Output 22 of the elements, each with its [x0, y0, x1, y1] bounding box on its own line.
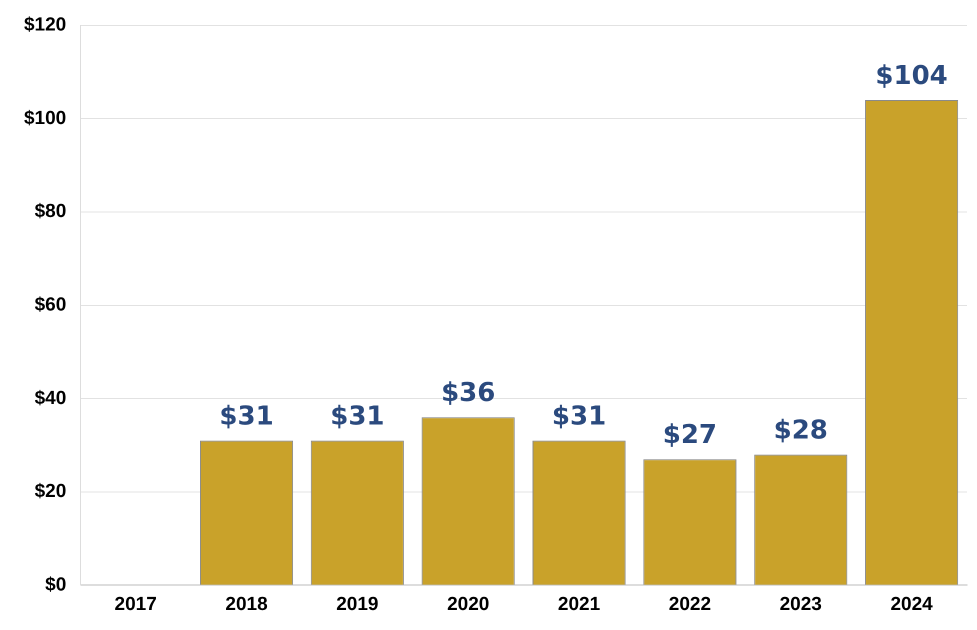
data-label: $28	[774, 415, 828, 446]
x-tick-label: 2019	[336, 594, 379, 615]
x-tick-label: 2022	[668, 594, 712, 615]
y-tick-label: $20	[34, 481, 66, 502]
y-tick-label: $120	[24, 14, 66, 36]
y-tick-label: $80	[34, 201, 66, 222]
data-label: $31	[552, 401, 606, 432]
data-label: $36	[441, 378, 496, 408]
x-tick-label: 2023	[780, 594, 822, 615]
data-label: $31	[219, 401, 274, 432]
y-tick-label: $60	[34, 294, 66, 316]
data-label: $27	[662, 420, 718, 450]
data-label: $31	[330, 401, 385, 432]
data-label: $104	[875, 60, 948, 91]
x-tick-label: 2020	[447, 594, 490, 615]
x-tick-label: 2021	[558, 594, 601, 615]
y-tick-label: $100	[24, 108, 66, 129]
y-tick-label: $0	[45, 574, 66, 596]
x-tick-label: 2024	[890, 594, 934, 615]
x-tick-label: 2017	[114, 594, 157, 615]
y-tick-label: $40	[34, 388, 66, 409]
x-tick-label: 2018	[225, 594, 268, 615]
